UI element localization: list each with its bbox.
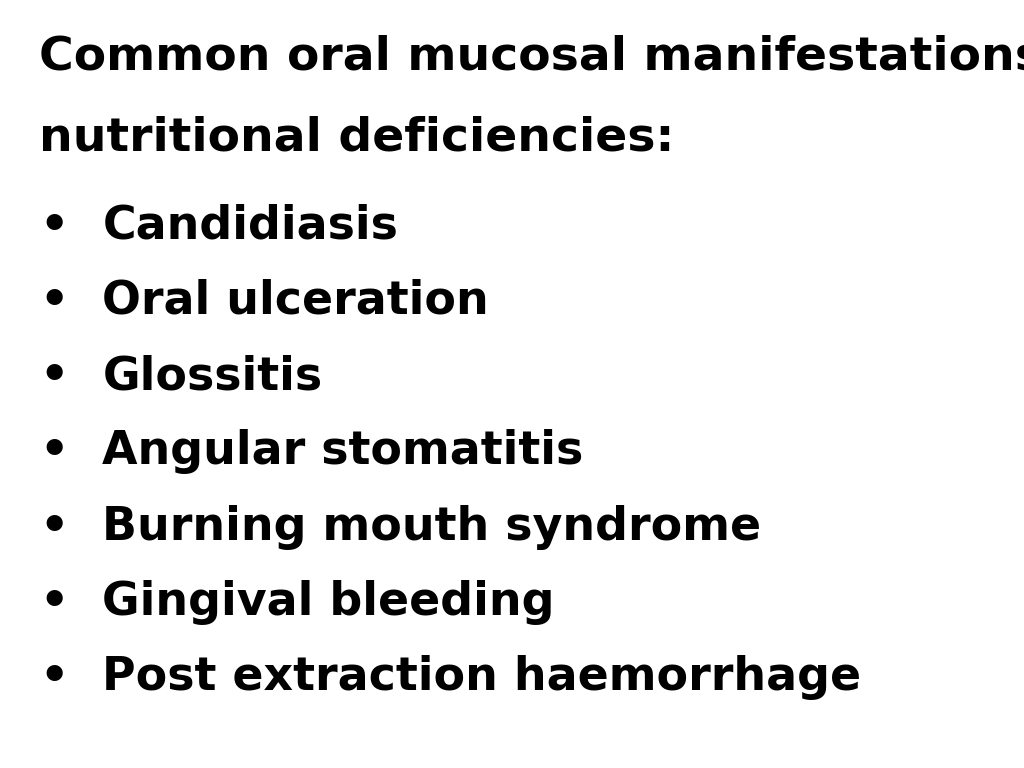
Text: Post extraction haemorrhage: Post extraction haemorrhage — [102, 655, 861, 700]
Text: •: • — [39, 204, 69, 249]
Text: Oral ulceration: Oral ulceration — [102, 279, 489, 324]
Text: •: • — [39, 429, 69, 475]
Text: •: • — [39, 279, 69, 324]
Text: •: • — [39, 354, 69, 399]
Text: •: • — [39, 505, 69, 550]
Text: Glossitis: Glossitis — [102, 354, 323, 399]
Text: Gingival bleeding: Gingival bleeding — [102, 580, 555, 625]
Text: •: • — [39, 580, 69, 625]
Text: •: • — [39, 655, 69, 700]
Text: Burning mouth syndrome: Burning mouth syndrome — [102, 505, 762, 550]
Text: Angular stomatitis: Angular stomatitis — [102, 429, 584, 475]
Text: nutritional deficiencies:: nutritional deficiencies: — [39, 115, 674, 161]
Text: Common oral mucosal manifestations of: Common oral mucosal manifestations of — [39, 35, 1024, 80]
Text: Candidiasis: Candidiasis — [102, 204, 398, 249]
